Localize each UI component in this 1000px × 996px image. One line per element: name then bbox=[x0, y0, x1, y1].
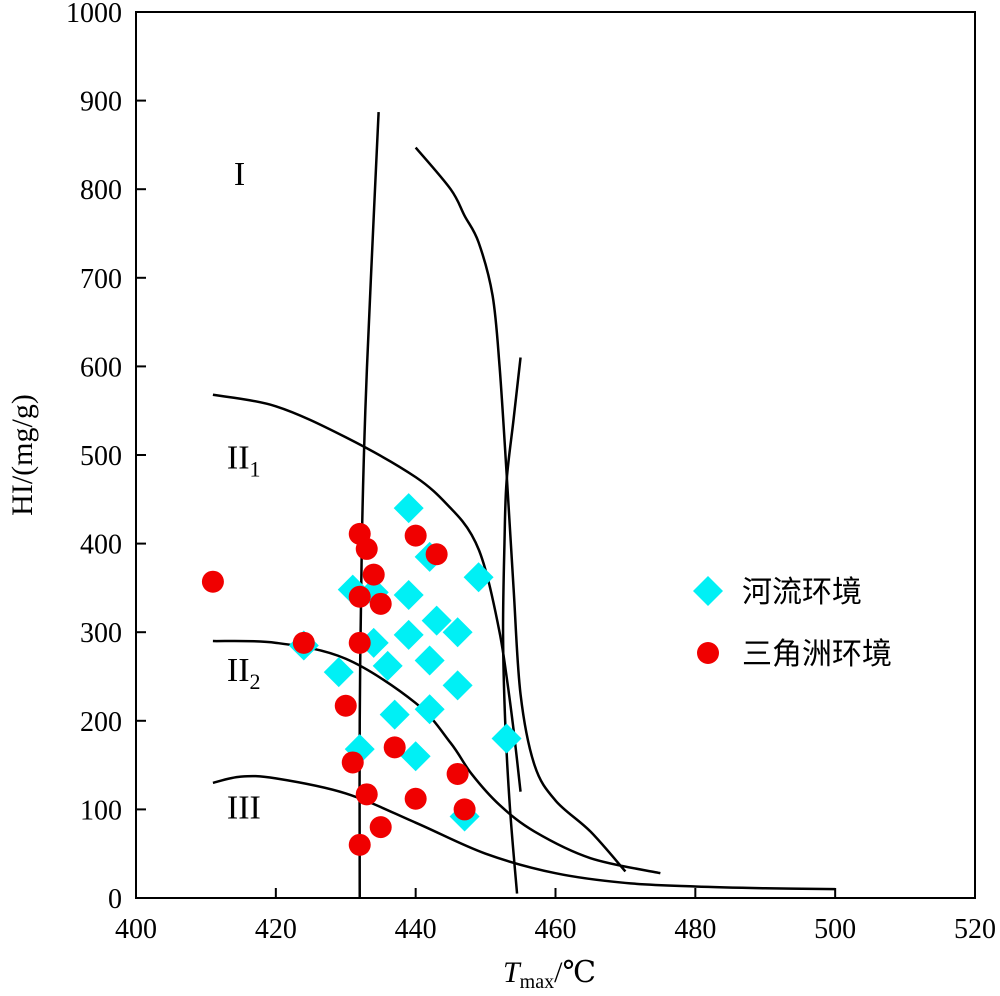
delta-point bbox=[355, 537, 378, 560]
delta-point bbox=[369, 592, 392, 615]
legend-marker-1 bbox=[693, 576, 723, 606]
delta-point bbox=[453, 798, 476, 821]
legend-label-2: 三角洲环境 bbox=[742, 637, 892, 672]
river-point bbox=[393, 493, 424, 524]
y-tick-label: 200 bbox=[80, 707, 122, 738]
y-tick-label: 1000 bbox=[66, 0, 122, 29]
y-tick-label: 500 bbox=[80, 441, 122, 472]
x-axis-title-unit: /℃ bbox=[554, 956, 596, 989]
delta-point bbox=[348, 631, 371, 654]
x-tick-label: 500 bbox=[814, 914, 856, 945]
river-point bbox=[442, 617, 473, 648]
y-tick-label: 800 bbox=[80, 175, 122, 206]
boundary-curve-2 bbox=[212, 639, 661, 875]
delta-point bbox=[348, 585, 371, 608]
delta-point bbox=[334, 694, 357, 717]
x-tick-label: 460 bbox=[535, 914, 577, 945]
delta-point bbox=[446, 762, 469, 785]
delta-point bbox=[362, 563, 385, 586]
river-point bbox=[393, 619, 424, 650]
boundary-curve-5 bbox=[414, 146, 627, 873]
river-point bbox=[463, 562, 494, 593]
delta-point bbox=[292, 631, 315, 654]
y-tick-label: 100 bbox=[80, 795, 122, 826]
river-point bbox=[414, 645, 445, 676]
x-tick-label: 420 bbox=[255, 914, 297, 945]
delta-point bbox=[201, 570, 224, 593]
series-1 bbox=[288, 493, 522, 832]
series-2 bbox=[201, 522, 476, 856]
y-tick-label: 0 bbox=[108, 884, 122, 915]
legend-marker-2 bbox=[697, 642, 719, 664]
y-tick-label: 400 bbox=[80, 530, 122, 561]
x-axis-title-symbol: T bbox=[503, 956, 522, 989]
river-point bbox=[400, 741, 431, 772]
region-label: II2 bbox=[227, 652, 261, 694]
y-axis-title: HI/(mg/g) bbox=[6, 394, 39, 516]
river-point bbox=[421, 605, 452, 636]
river-point bbox=[442, 670, 473, 701]
river-point bbox=[491, 723, 522, 754]
plot-frame bbox=[135, 11, 976, 899]
delta-point bbox=[348, 833, 371, 856]
y-tick-label: 300 bbox=[80, 618, 122, 649]
region-label: I bbox=[234, 156, 245, 193]
delta-point bbox=[341, 751, 364, 774]
delta-point bbox=[383, 736, 406, 759]
kerogen-boundary-curves bbox=[212, 112, 836, 899]
boundary-curve-4 bbox=[358, 112, 380, 899]
x-axis-title: Tmax/℃ bbox=[503, 956, 596, 993]
data-points bbox=[201, 493, 522, 856]
kerogen-region-labels: I II1 II2 III bbox=[227, 156, 261, 826]
axes: 400 420 440 460 480 500 520 0 100 200 300 400 500 600… bbox=[66, 0, 996, 945]
boundary-curve-3 bbox=[212, 774, 836, 891]
river-point bbox=[393, 579, 424, 610]
river-point bbox=[379, 699, 410, 730]
x-tick-label: 520 bbox=[954, 914, 996, 945]
x-tick-label: 480 bbox=[674, 914, 716, 945]
delta-point bbox=[404, 787, 427, 810]
delta-point bbox=[404, 524, 427, 547]
delta-point bbox=[355, 783, 378, 806]
river-point bbox=[323, 657, 354, 688]
y-tick-label: 700 bbox=[80, 264, 122, 295]
legend-label-1: 河流环境 bbox=[742, 575, 862, 610]
x-axis-title-subscript: max bbox=[520, 971, 554, 993]
delta-point bbox=[425, 543, 448, 566]
x-tick-label: 440 bbox=[395, 914, 437, 945]
y-tick-label: 900 bbox=[80, 87, 122, 118]
river-point bbox=[414, 694, 445, 725]
delta-point bbox=[369, 816, 392, 839]
x-tick-label: 400 bbox=[115, 914, 157, 945]
boundary-curve-1 bbox=[212, 393, 522, 792]
region-label: II1 bbox=[227, 439, 261, 481]
region-label: III bbox=[227, 789, 261, 826]
y-tick-label: 600 bbox=[80, 352, 122, 383]
river-point bbox=[372, 650, 403, 681]
boundary-curve-6 bbox=[501, 357, 522, 894]
